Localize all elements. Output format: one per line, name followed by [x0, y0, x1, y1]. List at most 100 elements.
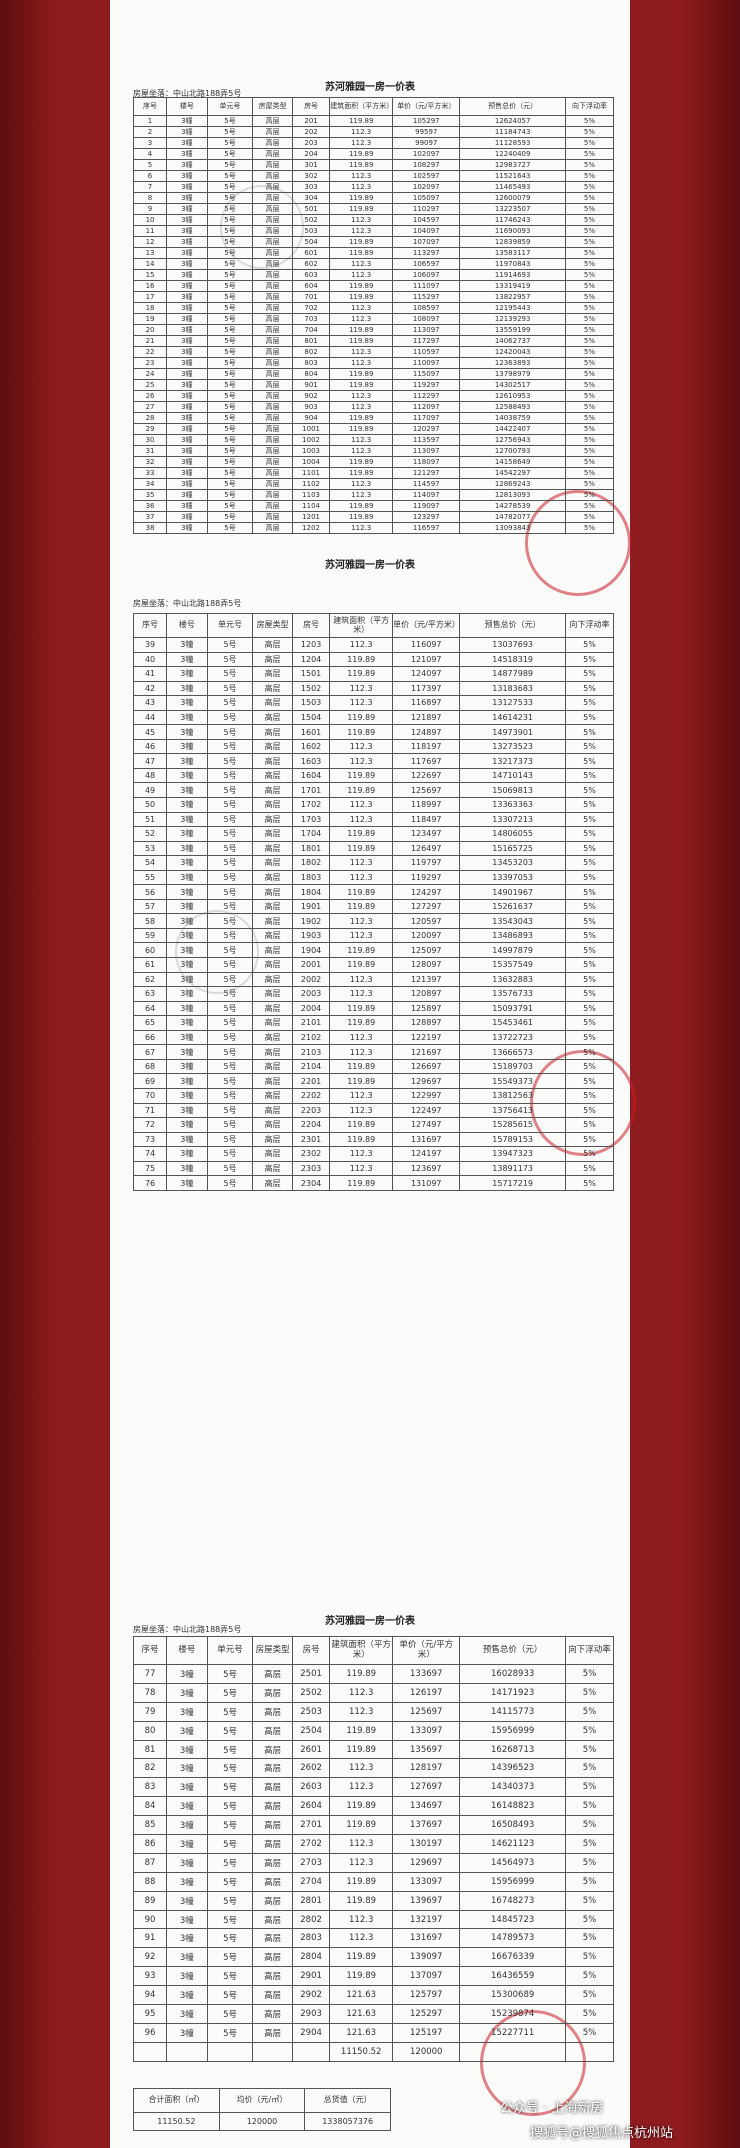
table-cell: 高层 — [252, 280, 293, 292]
table-cell: 63 — [132, 986, 168, 1002]
table-cell: 5% — [564, 225, 615, 237]
table-row: 8 3幢 5号 高层 304 119.89 105097 12600079 5% — [132, 192, 615, 204]
table-cell: 5号 — [206, 1815, 254, 1836]
table-row: 78 3幢 5号 高层 2502 112.3 126197 14171923 5% — [132, 1682, 615, 1703]
table-cell: 24 — [132, 368, 168, 380]
table-cell: 3幢 — [166, 170, 208, 182]
table-cell: 高层 — [252, 884, 293, 900]
table-cell: 2801 — [291, 1890, 331, 1911]
table-cell: 703 — [291, 313, 331, 325]
table-row: 3 3幢 5号 高层 203 112.3 99097 11128593 5% — [132, 137, 615, 149]
table-cell: 3幢 — [166, 181, 208, 193]
table-cell: 14845723 — [459, 1909, 566, 1930]
table-cell: 112.3 — [329, 390, 394, 402]
table-cell: 29 — [132, 423, 168, 435]
table-cell: 66 — [132, 1029, 168, 1046]
summary-cell: 1338057376 — [304, 2112, 391, 2131]
table-row: 96 3幢 5号 高层 2904 121.63 125197 15227711 5% — [132, 2022, 615, 2043]
header-cell: 单价（元/平方米） — [392, 97, 461, 116]
table-cell: 3幢 — [166, 811, 208, 828]
table-row: 35 3幢 5号 高层 1103 112.3 114097 12813093 5% — [132, 489, 615, 501]
table-cell: 3幢 — [166, 456, 208, 468]
table-cell: 5号 — [206, 346, 254, 358]
table-cell: 高层 — [252, 500, 293, 512]
table-cell: 5号 — [206, 1058, 254, 1075]
table-cell: 122997 — [392, 1087, 461, 1104]
table-cell: 高层 — [252, 126, 293, 138]
table-cell: 5号 — [206, 884, 254, 900]
table-cell: 902 — [291, 390, 331, 402]
table-cell: 704 — [291, 324, 331, 336]
table-cell: 112.3 — [329, 1701, 394, 1722]
table-cell: 2904 — [291, 2022, 331, 2043]
table-cell: 119.89 — [329, 1796, 394, 1817]
table-cell: 15227711 — [459, 2022, 566, 2043]
table-cell: 3幢 — [166, 1928, 208, 1949]
total-cell: 11150.52 — [329, 2041, 394, 2062]
table-cell: 76 — [132, 1175, 168, 1191]
table-cell: 112.3 — [329, 357, 394, 369]
table-cell: 1101 — [291, 467, 331, 479]
table-cell: 28 — [132, 412, 168, 424]
header-cell: 建筑面积（平方米） — [329, 97, 394, 116]
table-cell: 高层 — [252, 1739, 293, 1760]
table-cell: 1601 — [291, 724, 331, 740]
table-cell: 3幢 — [166, 401, 208, 413]
total-cell: 120000 — [392, 2041, 461, 2062]
summary-cell: 11150.52 — [133, 2112, 220, 2131]
table-cell: 112.3 — [329, 797, 394, 813]
table-cell: 1502 — [291, 680, 331, 697]
table-cell: 5% — [564, 192, 615, 204]
table-cell: 12240409 — [459, 148, 566, 160]
table-cell: 119.89 — [329, 724, 394, 740]
table-cell: 5% — [564, 884, 615, 900]
header-cell: 序号 — [132, 1636, 168, 1665]
table-cell: 3幢 — [166, 137, 208, 149]
table-cell: 高层 — [252, 957, 293, 973]
table-cell: 13453203 — [459, 855, 566, 871]
header-cell: 房号 — [291, 1636, 331, 1665]
table-cell: 3幢 — [166, 1834, 208, 1854]
table-row: 92 3幢 5号 高层 2804 119.89 139097 16676339 5% — [132, 1947, 615, 1968]
table-cell: 5号 — [206, 258, 254, 270]
table-cell: 119.89 — [329, 651, 394, 668]
table-cell: 3幢 — [166, 1029, 208, 1046]
table-cell: 46 — [132, 738, 168, 755]
table-cell: 5号 — [206, 1131, 254, 1148]
table-cell: 5号 — [206, 1834, 254, 1854]
table-cell: 119097 — [392, 500, 461, 512]
table-cell: 3幢 — [166, 1777, 208, 1798]
table-cell: 125797 — [392, 1985, 461, 2006]
table-cell: 2203 — [291, 1102, 331, 1119]
table-cell: 5号 — [206, 401, 254, 413]
table-cell: 14901967 — [459, 884, 566, 900]
table-cell: 3幢 — [166, 346, 208, 358]
table-cell: 5号 — [206, 280, 254, 292]
table-cell: 117297 — [392, 335, 461, 347]
table-cell: 5% — [564, 782, 615, 799]
table-cell: 110597 — [392, 346, 461, 358]
table-cell: 5号 — [206, 500, 254, 512]
table-cell: 5号 — [206, 467, 254, 479]
table-row: 19 3幢 5号 高层 703 112.3 108097 12139293 5% — [132, 313, 615, 325]
table-cell: 115097 — [392, 368, 461, 380]
table-cell: 1202 — [291, 522, 331, 534]
table-cell: 80 — [132, 1720, 168, 1741]
table-cell: 44 — [132, 709, 168, 726]
table-cell: 125097 — [392, 942, 461, 959]
table-cell: 3幢 — [166, 782, 208, 799]
table-cell: 高层 — [252, 269, 293, 281]
table-cell: 116897 — [392, 695, 461, 711]
table-cell: 40 — [132, 651, 168, 668]
table-cell: 41 — [132, 666, 168, 682]
table-cell: 5号 — [206, 368, 254, 380]
table-cell: 5号 — [206, 236, 254, 248]
table-cell: 71 — [132, 1102, 168, 1119]
watermark: 公众号 · 上海新房 — [500, 2101, 604, 2116]
table-cell: 15300689 — [459, 1985, 566, 2006]
table-cell: 124197 — [392, 1146, 461, 1162]
table-cell: 1204 — [291, 651, 331, 668]
table-cell: 117697 — [392, 753, 461, 769]
table-cell: 7 — [132, 181, 168, 193]
table-cell: 79 — [132, 1701, 168, 1722]
